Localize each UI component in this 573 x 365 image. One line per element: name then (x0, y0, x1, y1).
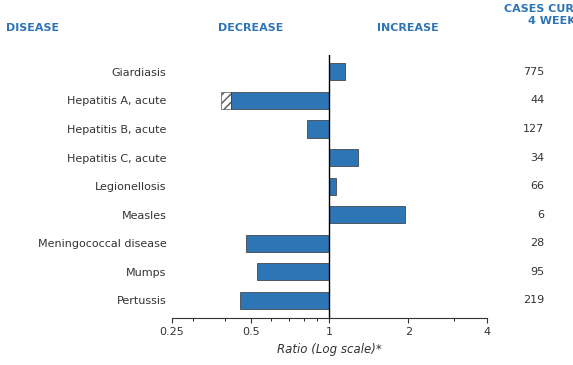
Bar (246, 235, 329, 252)
Text: CASES CURRENT
4 WEEKS: CASES CURRENT 4 WEEKS (504, 4, 573, 26)
Bar (257, 263, 329, 280)
Text: 6: 6 (537, 210, 544, 220)
Text: 44: 44 (530, 96, 544, 105)
Text: 34: 34 (530, 153, 544, 162)
Text: DISEASE: DISEASE (6, 23, 59, 33)
Text: INCREASE: INCREASE (378, 23, 439, 33)
Text: 219: 219 (523, 295, 544, 306)
Bar (221, 92, 231, 109)
Text: 95: 95 (530, 267, 544, 277)
X-axis label: Ratio (Log scale)*: Ratio (Log scale)* (277, 343, 382, 356)
Text: 66: 66 (531, 181, 544, 191)
Bar (329, 149, 358, 166)
Text: 28: 28 (530, 238, 544, 248)
Bar (329, 63, 346, 80)
Text: DECREASE: DECREASE (218, 23, 284, 33)
Bar (329, 206, 405, 223)
Bar (329, 178, 336, 195)
Text: 127: 127 (523, 124, 544, 134)
Bar (231, 92, 329, 109)
Text: 775: 775 (523, 67, 544, 77)
Bar (307, 120, 329, 138)
Bar (240, 292, 329, 309)
